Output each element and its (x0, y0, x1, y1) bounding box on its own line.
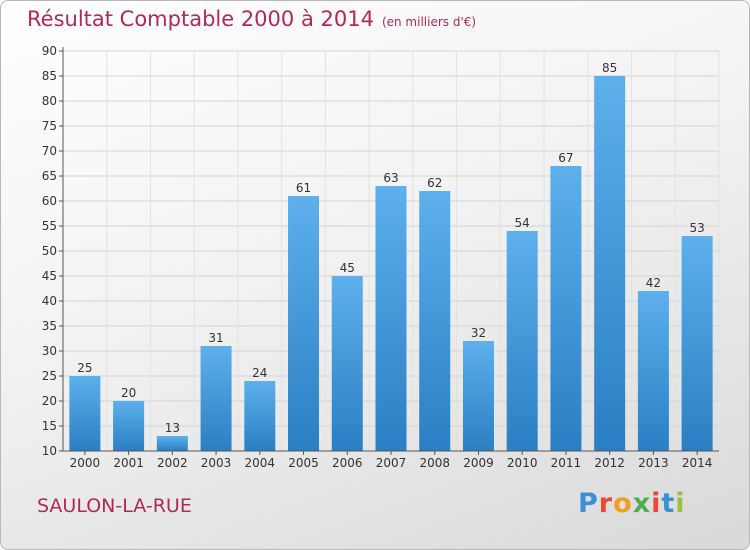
y-tick-label: 30 (42, 344, 57, 358)
x-tick-label: 2007 (376, 456, 407, 470)
x-tick-label: 2010 (507, 456, 538, 470)
y-tick-label: 40 (42, 294, 57, 308)
data-label: 32 (471, 326, 486, 340)
bar-2003 (200, 346, 232, 451)
bar-2004 (244, 381, 276, 451)
data-label: 54 (515, 216, 530, 230)
x-tick-label: 2014 (682, 456, 713, 470)
chart-title: Résultat Comptable 2000 à 2014 (en millie… (27, 7, 476, 31)
x-tick-label: 2006 (332, 456, 363, 470)
y-tick-label: 75 (42, 119, 57, 133)
data-label: 63 (383, 171, 398, 185)
data-label: 24 (252, 366, 267, 380)
logo-letter: i (651, 488, 662, 519)
x-tick-label: 2012 (594, 456, 625, 470)
bar-2002 (156, 436, 188, 451)
bar-2014 (681, 236, 713, 451)
y-tick-label: 85 (42, 69, 57, 83)
bar-2000 (69, 376, 101, 451)
x-tick-label: 2000 (70, 456, 101, 470)
logo-letter: r (598, 488, 614, 519)
data-labels: 25 20 13 31 24 61 45 63 62 32 54 67 85 42 53 (77, 61, 705, 435)
bar-2012 (594, 76, 626, 451)
data-label: 62 (427, 176, 442, 190)
logo-letter: P (578, 488, 599, 519)
bar-2006 (331, 276, 363, 451)
y-tick-label: 10 (42, 444, 57, 458)
x-tick-label: 2008 (419, 456, 450, 470)
y-tick-label: 90 (42, 44, 57, 58)
data-label: 85 (602, 61, 617, 75)
bar-2007 (375, 186, 407, 451)
logo-letter: i (675, 488, 686, 519)
x-tick-label: 2011 (551, 456, 582, 470)
x-tick-label: 2009 (463, 456, 494, 470)
data-label: 42 (646, 276, 661, 290)
data-label: 20 (121, 386, 136, 400)
title-unit: (en milliers d'€) (381, 15, 477, 29)
logo-letter: x (632, 488, 652, 519)
x-tick-label: 2001 (113, 456, 144, 470)
y-tick-label: 55 (42, 219, 57, 233)
data-label: 13 (165, 421, 180, 435)
data-label: 67 (558, 151, 573, 165)
y-tick-label: 65 (42, 169, 57, 183)
y-tick-label: 80 (42, 94, 57, 108)
y-tick-label: 60 (42, 194, 57, 208)
y-tick-label: 20 (42, 394, 57, 408)
y-tick-label: 70 (42, 144, 57, 158)
axes: 10 15 20 25 30 35 40 45 50 55 60 65 70 75 80 85 90 2000 20… (42, 44, 719, 470)
data-label: 45 (340, 261, 355, 275)
y-tick-label: 15 (42, 419, 57, 433)
bar-2009 (462, 341, 494, 451)
logo-letter: o (613, 488, 633, 519)
data-label: 61 (296, 181, 311, 195)
commune-name: SAULON-LA-RUE (37, 495, 192, 517)
data-label: 25 (77, 361, 92, 375)
y-tick-label: 45 (42, 269, 57, 283)
data-label: 53 (689, 221, 704, 235)
bar-2008 (419, 191, 451, 451)
bars (69, 76, 713, 451)
proxiti-logo: Proxiti (578, 488, 686, 519)
bar-2011 (550, 166, 582, 451)
title-text: Résultat Comptable 2000 à 2014 (27, 7, 374, 31)
bar-2005 (288, 196, 320, 451)
x-tick-label: 2003 (201, 456, 232, 470)
x-tick-label: 2013 (638, 456, 669, 470)
x-tick-label: 2005 (288, 456, 319, 470)
x-tick-label: 2004 (245, 456, 276, 470)
bar-2013 (637, 291, 669, 451)
y-tick-label: 35 (42, 319, 57, 333)
bar-2001 (113, 401, 145, 451)
y-tick-label: 25 (42, 369, 57, 383)
data-label: 31 (208, 331, 223, 345)
logo-letter: t (661, 488, 676, 519)
x-tick-label: 2002 (157, 456, 188, 470)
bar-2010 (506, 231, 538, 451)
y-tick-label: 50 (42, 244, 57, 258)
